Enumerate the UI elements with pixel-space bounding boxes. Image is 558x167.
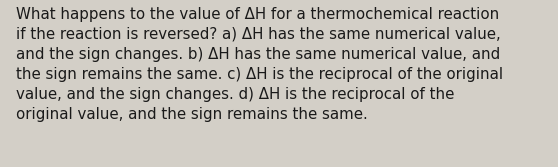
Text: What happens to the value of ΔH for a thermochemical reaction
if the reaction is: What happens to the value of ΔH for a th… xyxy=(16,7,503,122)
